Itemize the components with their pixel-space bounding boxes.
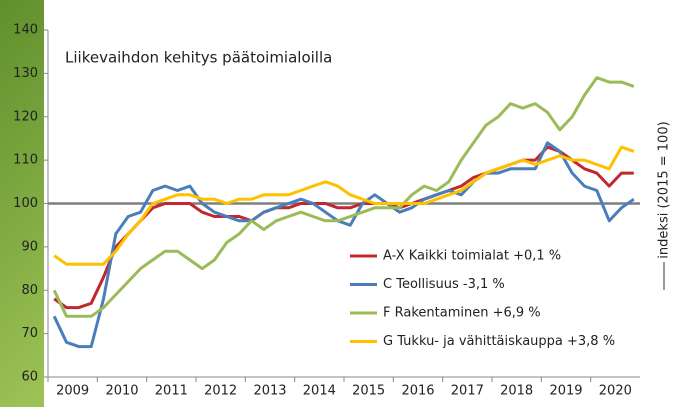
legend-label: G Tukku- ja vähittäiskauppa +3,8 % bbox=[383, 334, 615, 349]
x-tick-label: 2011 bbox=[155, 384, 188, 399]
y-tick-label: 120 bbox=[13, 109, 38, 124]
legend-label: A-X Kaikki toimialat +0,1 % bbox=[383, 249, 561, 264]
y-tick-label: 140 bbox=[13, 23, 38, 38]
series-line bbox=[53, 145, 634, 310]
y-tick-label: 110 bbox=[13, 153, 38, 168]
x-tick-label: 2019 bbox=[549, 384, 582, 399]
legend-label: F Rakentaminen +6,9 % bbox=[383, 306, 541, 321]
x-tick-label: 2014 bbox=[303, 384, 336, 399]
legend-label: C Teollisuus -3,1 % bbox=[383, 277, 505, 292]
y-tick-label: 130 bbox=[13, 66, 38, 81]
series-line bbox=[53, 145, 635, 266]
x-tick-label: 2009 bbox=[56, 384, 89, 399]
y-tick-label: 70 bbox=[21, 326, 38, 341]
y-tick-label: 100 bbox=[13, 196, 38, 211]
y-tick-label: 90 bbox=[21, 239, 38, 254]
y-tick-label: 80 bbox=[21, 283, 38, 298]
x-tick-label: 2020 bbox=[599, 384, 632, 399]
x-tick-label: 2010 bbox=[105, 384, 138, 399]
series-line bbox=[52, 76, 635, 318]
y-tick-label: 60 bbox=[21, 370, 38, 385]
x-tick-label: 2017 bbox=[451, 384, 484, 399]
x-tick-label: 2013 bbox=[253, 384, 286, 399]
y-axis-label: indeksi (2015 = 100) bbox=[657, 121, 672, 258]
x-tick-label: 2015 bbox=[352, 384, 385, 399]
x-tick-label: 2012 bbox=[204, 384, 237, 399]
x-tick-label: 2016 bbox=[401, 384, 434, 399]
chart-title: Liikevaihdon kehitys päätoimialoilla bbox=[65, 49, 332, 67]
x-tick-label: 2018 bbox=[500, 384, 533, 399]
